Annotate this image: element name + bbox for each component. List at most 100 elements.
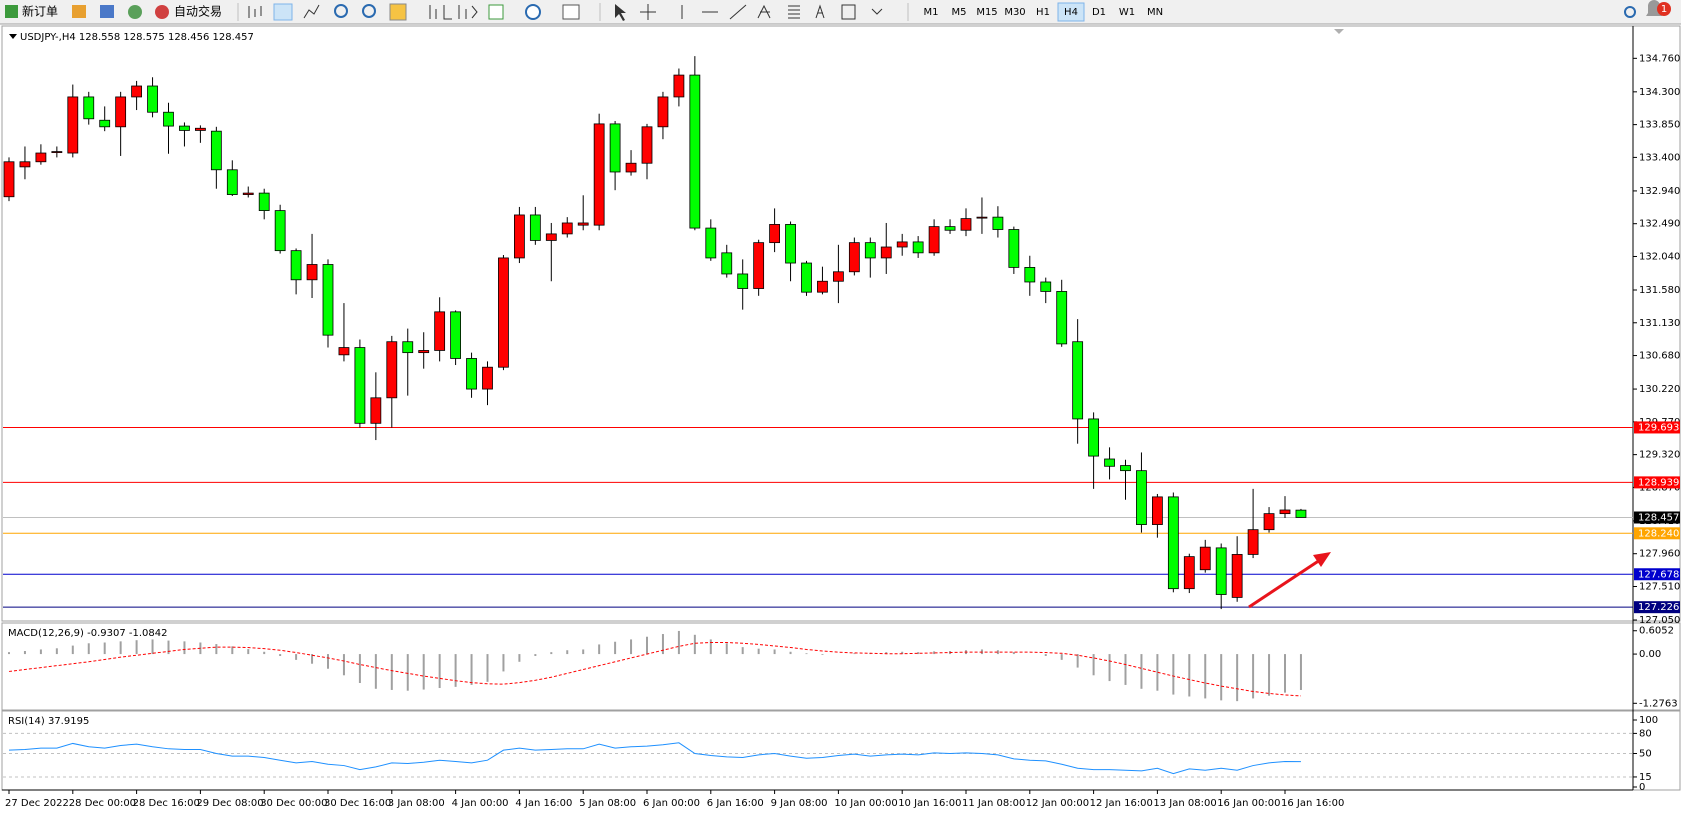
shift-icon[interactable] [458,5,478,19]
tile-icon[interactable] [389,3,407,21]
icon[interactable] [100,5,114,18]
auto-trading-icon[interactable] [155,5,169,19]
zoom-out[interactable] [362,4,376,18]
line-chart-icon[interactable] [303,4,320,19]
notification-count: 1 [1661,4,1667,15]
x-tick-label: 5 Jan 08:00 [579,798,636,809]
timeframe-button[interactable]: M1 [924,7,939,18]
macd-signal [8,642,1301,697]
x-tick-label: 30 Dec 16:00 [324,798,391,809]
y-tick-label: 0.00 [1639,649,1661,660]
x-tick-label: 13 Jan 08:00 [1153,798,1216,809]
candle-body [179,125,190,131]
candle-body [1295,509,1307,518]
y-tick-label: 129.320 [1639,450,1680,461]
channel-tool[interactable] [788,5,800,19]
candle-body [498,257,509,368]
rsi-window-frame [1,710,1681,791]
symbol-menu[interactable] [9,34,17,39]
timeframes: M1 M5 M15 M30 H1 H4 D1 W1 MN [924,2,1163,22]
indicators-icon[interactable] [488,4,504,20]
timeframe-button[interactable]: D1 [1092,7,1106,18]
candle-body [1072,341,1084,420]
candle-body [1024,267,1036,283]
y-tick-label: 127.510 [1639,581,1680,592]
y-tick-label: 132.490 [1639,219,1680,230]
trendline-tool[interactable] [729,4,747,20]
y-tick-label: 134.760 [1639,53,1680,64]
candle-body [593,123,605,226]
templates-icon[interactable] [562,4,580,20]
x-tick-label: 27 Dec 2022 [5,798,69,809]
x-tick-label: 10 Jan 16:00 [898,798,961,809]
candle-body [322,264,334,336]
new-order-button[interactable]: 新订单 [22,4,58,19]
timeframe-button[interactable]: W1 [1119,7,1135,18]
candle-body [418,350,430,354]
macd-title: MACD(12,26,9) -0.9307 -1.0842 [8,628,168,639]
candle-body [67,96,79,154]
price-badge [1634,476,1680,489]
candle-body [466,358,477,390]
candle-body [864,242,876,259]
new-order-icon[interactable] [5,5,18,18]
rsi-line [8,742,1301,775]
x-tick-label: 6 Jan 16:00 [707,798,764,809]
candle-body [1231,554,1243,598]
y-tick-label: 133.400 [1639,152,1680,163]
y-tick-label: 130.680 [1639,351,1680,362]
crosshair-tool[interactable] [640,4,656,20]
text-tool[interactable] [815,4,825,19]
timeframe-button[interactable]: M30 [1004,7,1025,18]
periods-icon[interactable] [525,4,541,20]
candle-body [785,224,796,264]
candle-body [944,226,956,231]
scroll-icon[interactable] [429,5,452,20]
candle-body [1199,546,1211,571]
timeframe-button[interactable]: H1 [1036,7,1050,18]
candle-body [115,96,127,128]
arrows-tool[interactable] [871,8,883,15]
y-tick-label: 0 [1639,782,1645,793]
candle-body [131,85,143,98]
icon[interactable] [72,5,86,18]
cursor-tool[interactable] [615,4,626,21]
candle-body [210,130,222,171]
candle-body [1215,547,1227,595]
label-tool[interactable] [841,4,856,20]
candle-body [657,96,669,128]
candle-body [801,262,812,293]
y-tick-label: 127.960 [1639,549,1680,560]
timeframe-button[interactable]: MN [1147,7,1163,18]
fibo-tool[interactable] [757,4,771,19]
y-tick-label: 130.220 [1639,384,1680,395]
candle-chart-icon[interactable] [273,3,293,21]
candle-body [1040,281,1052,292]
price-badge-label: 127.678 [1638,569,1679,580]
candle-body [482,366,493,390]
timeframe-button[interactable]: M5 [952,7,967,18]
candle-body [609,123,621,173]
zoom-in[interactable] [334,4,348,18]
x-tick-label: 9 Jan 08:00 [771,798,828,809]
x-tick-label: 10 Jan 00:00 [834,798,897,809]
icon[interactable] [128,5,142,19]
candle-body [529,214,541,241]
chart-header: USDJPY-,H4 128.558 128.575 128.456 128.4… [20,32,254,43]
candle-body [274,210,286,252]
timeframe-button[interactable]: M15 [976,7,997,18]
candle-body [1088,418,1099,457]
bar-chart-icon[interactable] [248,6,262,18]
search[interactable] [1624,6,1636,18]
candle-body [242,192,254,195]
auto-trading-button[interactable]: 自动交易 [174,4,222,19]
notification-badge [1657,2,1671,16]
candle-body [1247,529,1259,555]
candle-body [1263,513,1275,531]
x-tick-label: 4 Jan 00:00 [452,798,509,809]
timeframe-button[interactable]: H4 [1064,7,1078,18]
candle-body [290,250,302,281]
x-tick-label: 11 Jan 08:00 [962,798,1025,809]
y-tick-label: 132.040 [1639,251,1680,262]
